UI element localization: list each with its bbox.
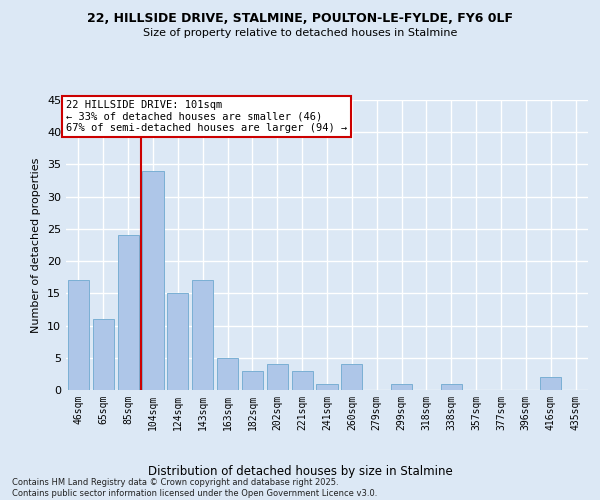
Bar xyxy=(142,171,164,390)
Bar xyxy=(242,370,263,390)
Text: 22 HILLSIDE DRIVE: 101sqm
← 33% of detached houses are smaller (46)
67% of semi-: 22 HILLSIDE DRIVE: 101sqm ← 33% of detac… xyxy=(66,100,347,133)
Bar xyxy=(540,377,561,390)
Bar xyxy=(267,364,288,390)
Bar xyxy=(316,384,338,390)
Bar xyxy=(192,280,213,390)
Bar xyxy=(93,319,114,390)
Bar xyxy=(217,358,238,390)
Bar xyxy=(441,384,462,390)
Text: Size of property relative to detached houses in Stalmine: Size of property relative to detached ho… xyxy=(143,28,457,38)
Text: Distribution of detached houses by size in Stalmine: Distribution of detached houses by size … xyxy=(148,464,452,477)
Bar xyxy=(118,236,139,390)
Bar xyxy=(167,294,188,390)
Bar xyxy=(341,364,362,390)
Bar xyxy=(292,370,313,390)
Text: Contains HM Land Registry data © Crown copyright and database right 2025.
Contai: Contains HM Land Registry data © Crown c… xyxy=(12,478,377,498)
Text: 22, HILLSIDE DRIVE, STALMINE, POULTON-LE-FYLDE, FY6 0LF: 22, HILLSIDE DRIVE, STALMINE, POULTON-LE… xyxy=(87,12,513,26)
Y-axis label: Number of detached properties: Number of detached properties xyxy=(31,158,41,332)
Bar xyxy=(391,384,412,390)
Bar xyxy=(68,280,89,390)
